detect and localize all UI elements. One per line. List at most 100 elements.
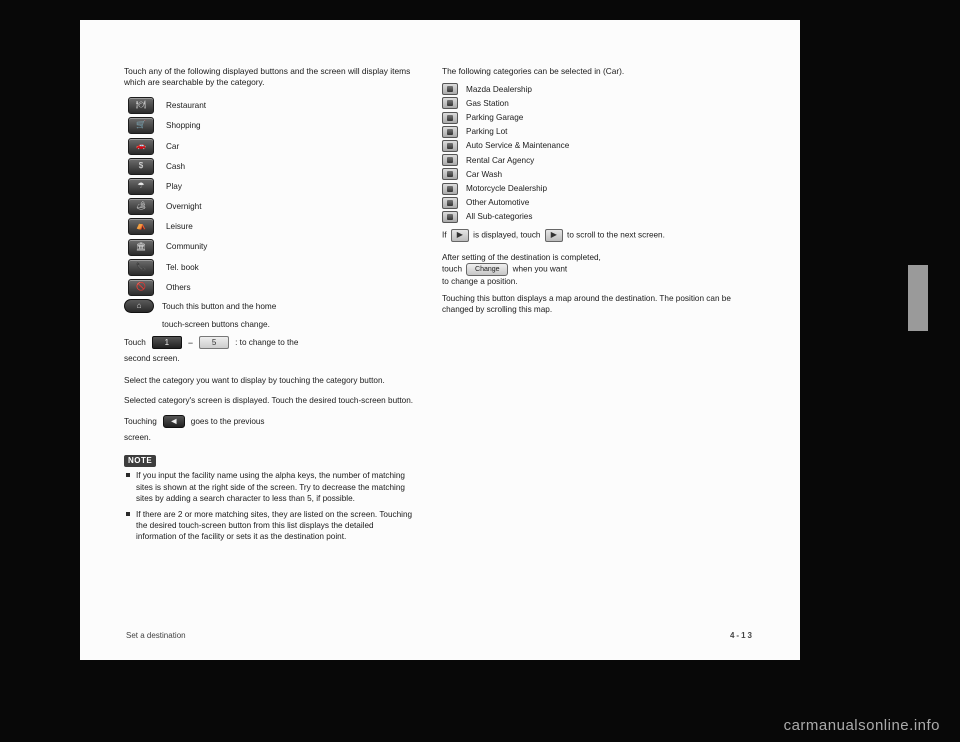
subcat-item: Gas Station xyxy=(442,97,732,109)
subcat-label: Car Wash xyxy=(466,169,502,180)
select-paragraph-1: Select the category you want to display … xyxy=(124,375,414,386)
parking-lot-icon[interactable] xyxy=(442,126,458,138)
community-icon[interactable]: 🏛 xyxy=(124,238,158,256)
subcat-item: Other Automotive xyxy=(442,197,732,209)
note-heading: NOTE xyxy=(124,455,156,468)
category-item: ⛺ Leisure xyxy=(124,218,414,236)
note-item: If you input the facility name using the… xyxy=(126,470,414,503)
category-label: Tel. book xyxy=(166,262,199,273)
category-item: ☂ Play xyxy=(124,177,414,195)
sort-prefix: Touch xyxy=(124,337,146,348)
scroll-paragraph: If ▶ is displayed, touch ▶ to scroll to … xyxy=(442,229,732,242)
shopping-icon[interactable]: 🛒 xyxy=(124,117,158,135)
subcategory-list: Mazda Dealership Gas Station Parking Gar… xyxy=(442,83,732,223)
lead-paragraph: Touch any of the following displayed but… xyxy=(124,66,414,89)
change-button[interactable]: Change xyxy=(466,263,508,276)
category-item: 🏕 Overnight xyxy=(124,198,414,216)
change-line-3: to change a position. xyxy=(442,276,732,287)
sort-line2: second screen. xyxy=(124,353,414,364)
scroll-prefix: If xyxy=(442,231,447,240)
home-text-1: Touch this button and the home xyxy=(162,301,276,312)
parking-garage-icon[interactable] xyxy=(442,112,458,124)
back-prefix: Touching xyxy=(124,416,157,427)
mazda-dealership-icon[interactable] xyxy=(442,83,458,95)
watermark: carmanualsonline.info xyxy=(784,717,940,734)
sort-row: Touch 1 − 5 : to change to the xyxy=(124,336,414,349)
page-content: Touch any of the following displayed but… xyxy=(80,20,800,660)
subcat-item: Rental Car Agency xyxy=(442,154,732,166)
motorcycle-icon[interactable] xyxy=(442,183,458,195)
subcat-label: Rental Car Agency xyxy=(466,155,534,166)
select-paragraph-2: Selected category's screen is displayed.… xyxy=(124,395,414,406)
page-1-button[interactable]: 1 xyxy=(152,336,182,349)
next-arrow-icon[interactable]: ▶ xyxy=(451,229,469,242)
page-5-button[interactable]: 5 xyxy=(199,336,229,349)
back-rest-2: screen. xyxy=(124,432,414,443)
subcat-item: All Sub-categories xyxy=(442,211,732,223)
change-line-1: After setting of the destination is comp… xyxy=(442,252,732,263)
category-label: Play xyxy=(166,181,182,192)
cash-icon[interactable]: $ xyxy=(124,157,158,175)
category-item: 🚗 Car xyxy=(124,137,414,155)
subcat-item: Motorcycle Dealership xyxy=(442,183,732,195)
others-icon[interactable]: 🚫 xyxy=(124,278,158,296)
subcat-label: Auto Service & Maintenance xyxy=(466,140,569,151)
car-wash-icon[interactable] xyxy=(442,168,458,180)
category-label: Car xyxy=(166,141,179,152)
page-number: 4-13 xyxy=(730,631,754,642)
back-rest-1: goes to the previous xyxy=(191,416,265,427)
canvas: Touch any of the following displayed but… xyxy=(0,0,960,742)
home-text-2: touch-screen buttons change. xyxy=(162,319,414,330)
page-footer: Set a destination 4-13 xyxy=(80,631,800,642)
rental-car-icon[interactable] xyxy=(442,154,458,166)
category-label: Leisure xyxy=(166,221,193,232)
subcat-label: Gas Station xyxy=(466,98,509,109)
subcat-item: Parking Garage xyxy=(442,112,732,124)
subcat-item: Auto Service & Maintenance xyxy=(442,140,732,152)
play-icon[interactable]: ☂ xyxy=(124,177,158,195)
footer-section-label: Set a destination xyxy=(126,631,186,642)
sort-suffix: : to change to the xyxy=(235,337,298,348)
right-heading: The following categories can be selected… xyxy=(442,66,732,77)
category-item: 🍽 Restaurant xyxy=(124,97,414,115)
notes-list: If you input the facility name using the… xyxy=(124,470,414,541)
home-icon[interactable]: ⌂ xyxy=(124,299,154,313)
change-pre: touch xyxy=(442,265,464,274)
category-label: Shopping xyxy=(166,120,201,131)
category-item: 🚫 Others xyxy=(124,278,414,296)
all-subcat-icon[interactable] xyxy=(442,211,458,223)
right-column: The following categories can be selected… xyxy=(442,66,732,547)
subcat-item: Parking Lot xyxy=(442,126,732,138)
left-column: Touch any of the following displayed but… xyxy=(124,66,414,547)
subcat-label: Motorcycle Dealership xyxy=(466,183,547,194)
change-line-4: Touching this button displays a map arou… xyxy=(442,293,732,315)
gas-station-icon[interactable] xyxy=(442,97,458,109)
subcat-label: Other Automotive xyxy=(466,197,529,208)
back-icon[interactable]: ◄ xyxy=(163,415,185,428)
subcat-label: Mazda Dealership xyxy=(466,84,532,95)
subcat-label: Parking Garage xyxy=(466,112,523,123)
auto-service-icon[interactable] xyxy=(442,140,458,152)
subcat-item: Car Wash xyxy=(442,168,732,180)
car-icon[interactable]: 🚗 xyxy=(124,137,158,155)
category-label: Cash xyxy=(166,161,185,172)
manual-page: Touch any of the following displayed but… xyxy=(80,20,800,660)
telbook-icon[interactable]: 📞 xyxy=(124,258,158,276)
restaurant-icon[interactable]: 🍽 xyxy=(124,97,158,115)
category-item: 🛒 Shopping xyxy=(124,117,414,135)
category-list: 🍽 Restaurant 🛒 Shopping 🚗 Car $ xyxy=(124,97,414,297)
dash: − xyxy=(188,337,193,349)
category-label: Others xyxy=(166,282,191,293)
leisure-icon[interactable]: ⛺ xyxy=(124,218,158,236)
category-label: Restaurant xyxy=(166,100,206,111)
overnight-icon[interactable]: 🏕 xyxy=(124,198,158,216)
next-arrow-icon[interactable]: ▶ xyxy=(545,229,563,242)
scroll-mid: is displayed, touch xyxy=(473,231,540,240)
category-label: Overnight xyxy=(166,201,202,212)
side-thumb-tab xyxy=(908,265,928,331)
category-item: $ Cash xyxy=(124,157,414,175)
subcat-label: Parking Lot xyxy=(466,126,507,137)
category-label: Community xyxy=(166,241,207,252)
home-button-row: ⌂ Touch this button and the home xyxy=(124,299,414,313)
other-auto-icon[interactable] xyxy=(442,197,458,209)
